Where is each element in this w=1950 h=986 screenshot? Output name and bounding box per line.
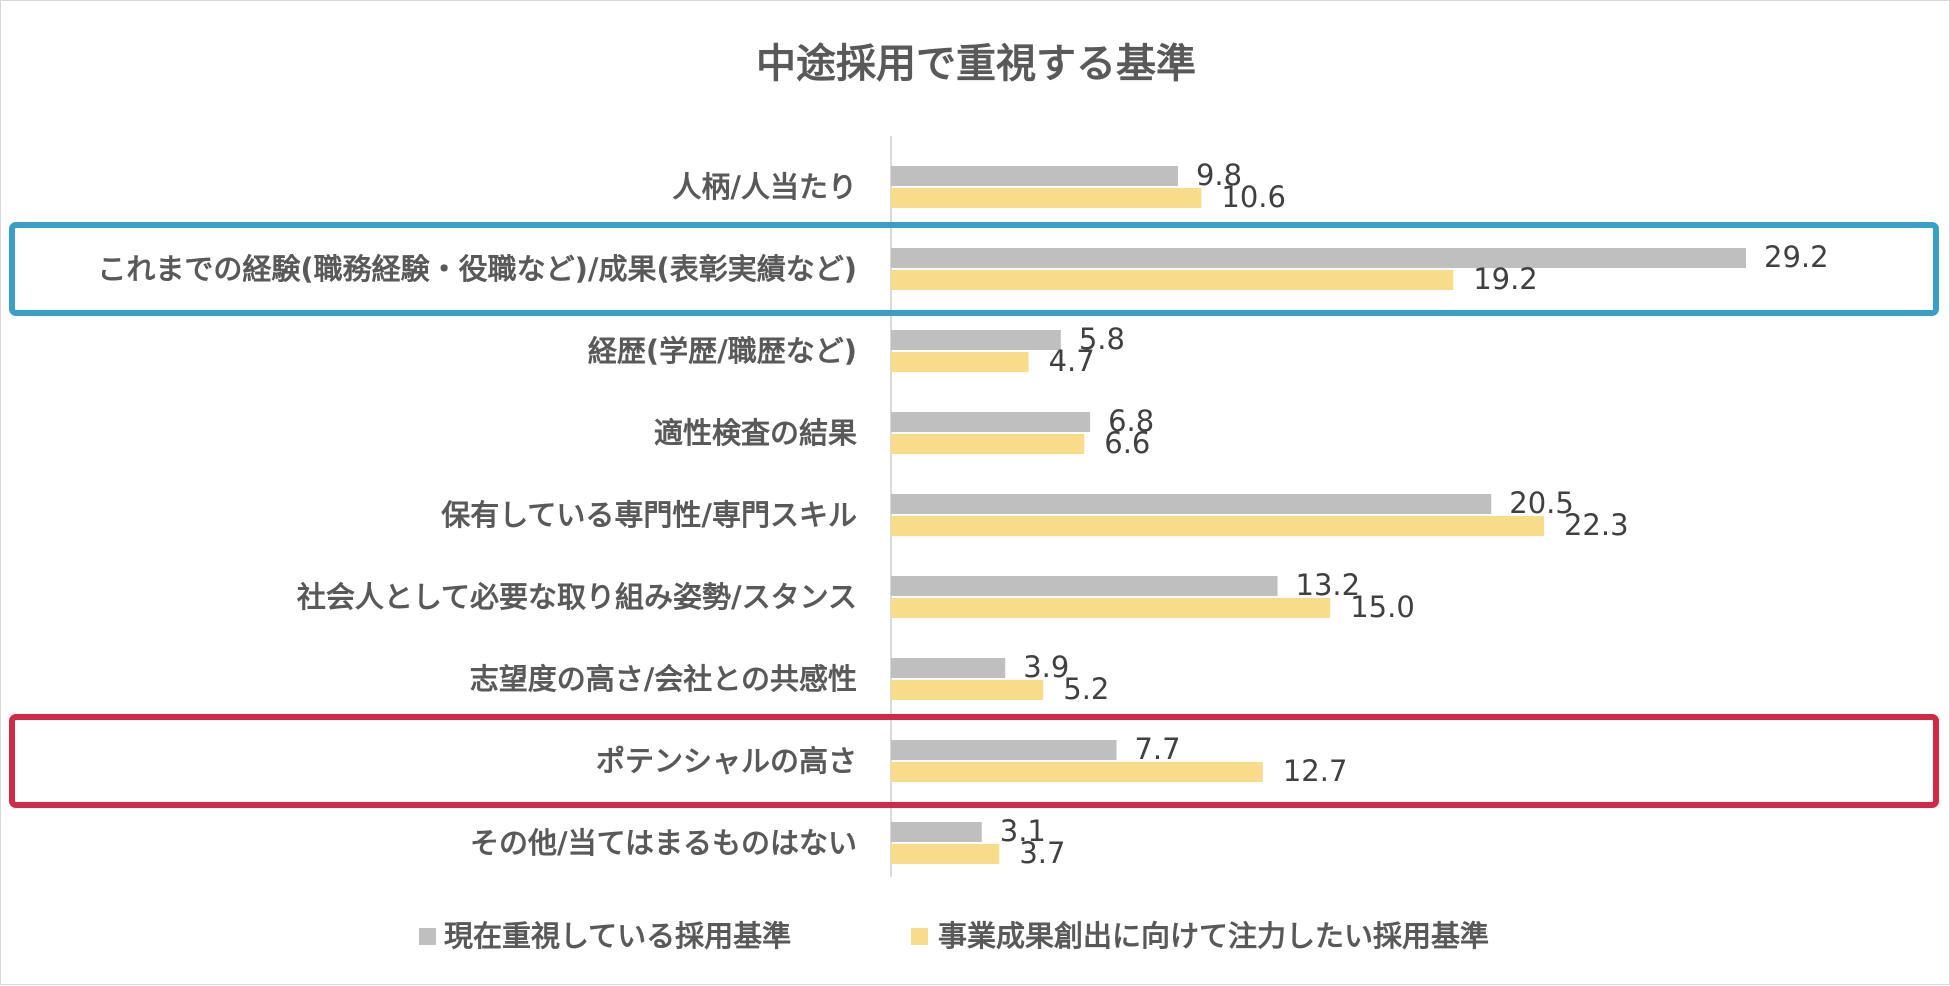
bar-current — [891, 740, 1117, 760]
chart-title: 中途採用で重視する基準 — [756, 41, 1196, 87]
data-label: 7.7 — [1134, 732, 1180, 766]
category-label: 人柄/人当たり — [672, 170, 857, 204]
highlight-box-blue — [9, 222, 1939, 316]
category-label: これまでの経験(職務経験・役職など)/成果(表彰実績など) — [97, 252, 857, 286]
category-label: ポテンシャルの高さ — [596, 744, 857, 778]
bar-target — [891, 188, 1202, 208]
bar-current — [891, 412, 1091, 432]
bars-group — [891, 166, 1746, 864]
data-label: 3.1 — [1000, 814, 1046, 848]
category-label: その他/当てはまるものはない — [470, 826, 857, 860]
data-label: 3.7 — [1019, 836, 1065, 870]
bar-current — [891, 576, 1278, 596]
category-label: 志望度の高さ/会社との共感性 — [470, 662, 857, 696]
data-label: 19.2 — [1473, 262, 1538, 296]
data-label: 12.7 — [1283, 754, 1348, 788]
data-label: 6.6 — [1104, 426, 1150, 460]
data-label: 9.8 — [1196, 158, 1242, 192]
legend-swatch — [911, 928, 928, 945]
data-label: 29.2 — [1764, 240, 1829, 274]
data-label: 5.2 — [1063, 672, 1109, 706]
bar-target — [891, 270, 1454, 290]
bar-target — [891, 844, 1000, 864]
data-label: 10.6 — [1221, 180, 1286, 214]
bar-current — [891, 494, 1492, 514]
category-label: 社会人として必要な取り組み姿勢/スタンス — [297, 580, 857, 614]
highlight-boxes — [9, 222, 1939, 808]
legend: 現在重視している採用基準 事業成果創出に向けて注力したい採用基準 — [419, 919, 1489, 953]
legend-swatch — [419, 928, 436, 945]
labels-group: 人柄/人当たり 9.810.6 これまでの経験(職務経験・役職など)/成果(表彰実績… — [97, 158, 1828, 870]
category-label: 適性検査の結果 — [654, 416, 857, 450]
data-label: 13.2 — [1296, 568, 1361, 602]
highlight-box-red — [9, 714, 1939, 808]
data-label: 6.8 — [1108, 404, 1154, 438]
data-label: 4.7 — [1049, 344, 1095, 378]
data-label: 20.5 — [1509, 486, 1574, 520]
bar-target — [891, 352, 1029, 372]
bar-target — [891, 680, 1044, 700]
category-label: 保有している専門性/専門スキル — [440, 498, 857, 532]
data-label: 15.0 — [1350, 590, 1415, 624]
data-label: 3.9 — [1023, 650, 1069, 684]
category-label: 経歴(学歴/職歴など) — [588, 334, 857, 368]
bar-target — [891, 434, 1085, 454]
data-label: 22.3 — [1564, 508, 1629, 542]
bar-current — [891, 822, 982, 842]
bar-target — [891, 516, 1544, 536]
bar-current — [891, 166, 1178, 186]
bar-current — [891, 658, 1006, 678]
legend-label: 現在重視している採用基準 — [444, 919, 791, 953]
bar-current — [891, 248, 1746, 268]
legend-label: 事業成果創出に向けて注力したい採用基準 — [938, 919, 1489, 953]
bar-current — [891, 330, 1061, 350]
bar-target — [891, 762, 1263, 782]
data-label: 5.8 — [1079, 322, 1125, 356]
bar-target — [891, 598, 1331, 618]
